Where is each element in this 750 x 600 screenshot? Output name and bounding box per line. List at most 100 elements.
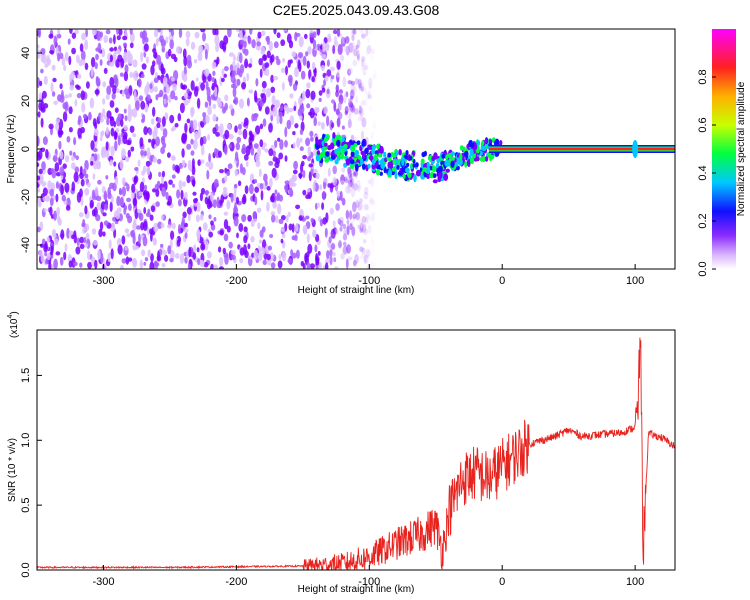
noise-speckle [245,161,249,167]
noise-speckle [259,101,264,107]
noise-speckle [147,208,151,215]
noise-speckle [304,252,308,263]
noise-speckle [109,47,114,52]
noise-speckle [187,263,191,269]
noise-speckle [272,106,278,117]
noise-speckle [144,184,148,191]
noise-speckle [184,232,188,239]
noise-speckle [268,160,274,166]
noise-speckle [317,251,321,256]
noise-speckle [140,149,145,157]
noise-speckle [309,32,315,38]
noise-speckle [270,211,276,216]
colorbar-ticks: 0.0 0.2 0.4 0.6 0.8 [697,69,716,277]
noise-speckle [280,238,284,244]
noise-speckle [360,130,365,141]
signal-point [401,158,405,166]
noise-speckle [329,255,333,266]
spectrogram-noise-layer [37,29,376,269]
signal-point [481,145,487,152]
noise-speckle [306,103,311,109]
noise-speckle [200,144,205,156]
noise-speckle [316,202,320,208]
noise-speckle [190,138,194,145]
noise-speckle [258,168,262,177]
snr-multiplier-close: ) [9,311,20,314]
noise-speckle [233,183,238,189]
noise-speckle [309,107,315,119]
noise-speckle [332,165,338,175]
noise-speckle [332,177,338,186]
signal-point [432,165,436,172]
noise-speckle [357,78,362,89]
noise-speckle [93,160,98,170]
y-tick-label: -20 [20,189,32,205]
noise-speckle [43,208,47,213]
noise-speckle [200,29,206,33]
noise-speckle [178,224,181,235]
signal-point [378,153,382,158]
noise-speckle [228,134,234,140]
noise-speckle [93,128,99,137]
signal-point [456,157,460,165]
noise-speckle [80,90,86,101]
noise-speckle [270,114,274,122]
noise-speckle [236,78,241,86]
noise-speckle [346,225,350,236]
noise-speckle [251,39,256,49]
noise-speckle [236,232,239,239]
noise-speckle [362,71,366,76]
noise-speckle [284,183,289,193]
noise-speckle [266,50,271,59]
noise-speckle [81,102,86,113]
noise-speckle [264,180,268,187]
noise-speckle [350,95,354,100]
noise-speckle [37,77,41,88]
noise-speckle [42,53,47,64]
signal-point [340,148,345,156]
noise-speckle [233,215,239,227]
noise-speckle [353,108,359,115]
noise-speckle [90,161,94,166]
noise-speckle [359,219,364,224]
noise-speckle [223,233,229,242]
noise-speckle [138,233,141,245]
noise-speckle [82,218,86,228]
noise-speckle [191,179,196,187]
noise-speckle [230,193,234,203]
noise-speckle [253,179,258,184]
noise-speckle [167,152,171,158]
noise-speckle [210,220,214,226]
noise-speckle [152,130,158,140]
noise-speckle [235,196,240,205]
noise-speckle [119,196,124,208]
noise-speckle [141,63,147,70]
noise-speckle [194,31,200,39]
noise-speckle [114,140,118,152]
noise-speckle [335,84,339,93]
noise-speckle [336,190,340,199]
noise-speckle [137,159,141,167]
signal-point [441,153,446,159]
noise-speckle [324,227,328,238]
noise-speckle [254,90,258,101]
noise-speckle [74,29,79,35]
noise-speckle [132,133,137,138]
noise-speckle [96,30,101,42]
noise-speckle [336,117,341,128]
signal-point [330,154,336,160]
noise-speckle [74,99,78,107]
noise-speckle [204,190,210,195]
signal-point [455,165,460,171]
noise-speckle [85,81,90,89]
noise-speckle [227,29,232,38]
noise-speckle [314,244,318,253]
noise-speckle [207,134,211,141]
noise-speckle [169,39,174,50]
noise-speckle [214,86,218,97]
noise-speckle [250,236,255,243]
noise-speckle [208,214,212,220]
colorbar-tick-label: 0.6 [697,117,709,132]
signal-point [336,150,341,157]
x-tick-label: -100 [358,576,380,588]
